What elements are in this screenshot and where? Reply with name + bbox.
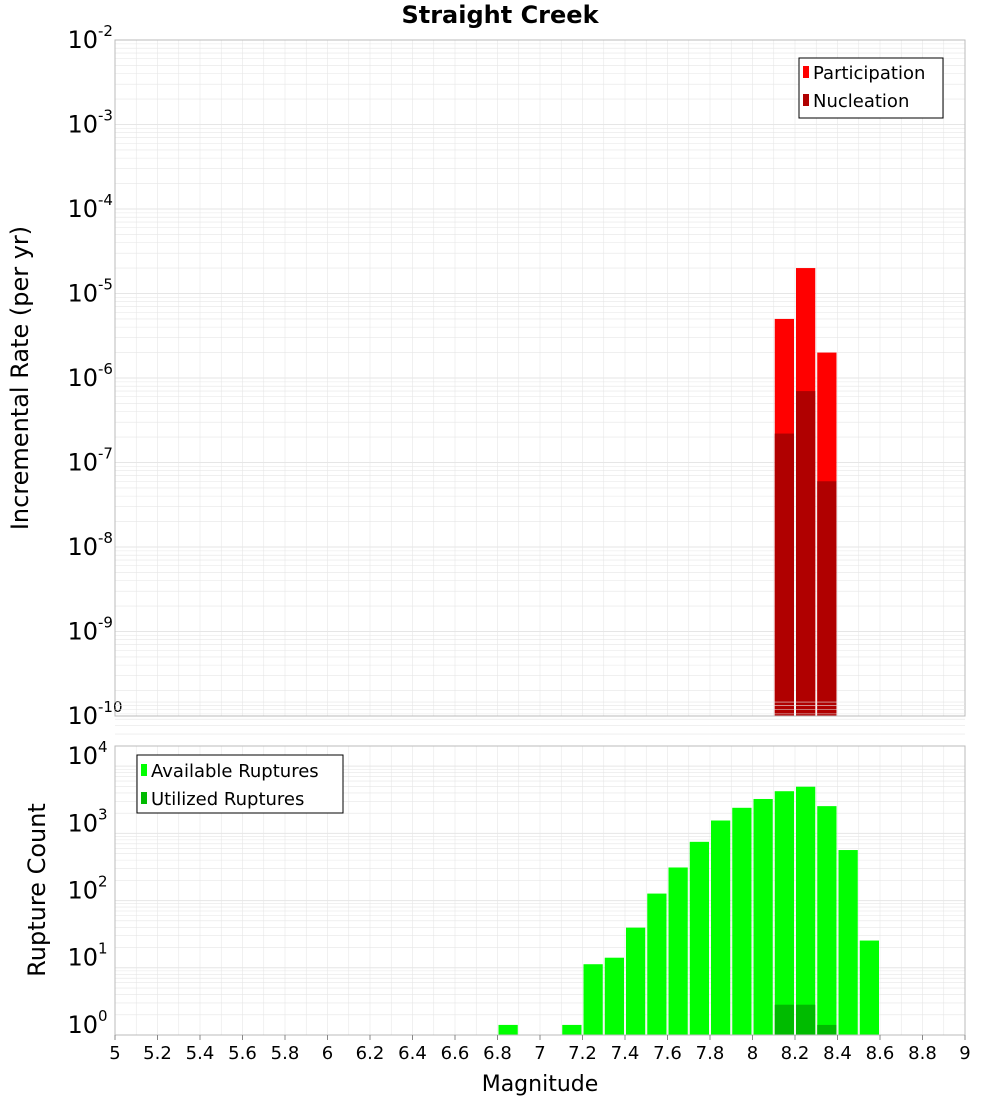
x-tick-label: 8.8 xyxy=(908,1043,937,1064)
available-legend-label: Available Ruptures xyxy=(151,761,319,782)
available-ruptures-bar xyxy=(498,1024,518,1035)
count-y-axis-label: Rupture Count xyxy=(23,803,51,977)
available-ruptures-bar xyxy=(796,786,816,1035)
x-axis-ticks: 5 5.2 5.4 5.6 5.8 6 6.2 6.4 6.6 6.8 7 7.2 7.4 7.6 7.8 8… xyxy=(109,1035,971,1064)
available-ruptures-bar xyxy=(604,957,624,1035)
rate-y-tick-label: 10 xyxy=(67,449,98,477)
rate-y-tick-label: 10 xyxy=(67,280,98,308)
available-legend-swatch xyxy=(141,764,147,776)
rate-y-tick-label: 10 xyxy=(67,618,98,646)
x-tick-label: 5.8 xyxy=(271,1043,300,1064)
available-ruptures-bar xyxy=(732,807,752,1035)
utilized-ruptures-bar xyxy=(796,1004,816,1035)
count-gridlines xyxy=(114,701,966,1036)
count-y-tick-exponent: 3 xyxy=(98,805,108,823)
count-y-tick-label: 10 xyxy=(67,1011,98,1039)
x-tick-label: 5 xyxy=(109,1043,120,1064)
chart-title: Straight Creek xyxy=(401,1,599,29)
nucleation-bar xyxy=(774,433,794,716)
x-tick-label: 6 xyxy=(322,1043,333,1064)
rate-bars xyxy=(774,268,837,716)
nucleation-legend-label: Nucleation xyxy=(813,91,909,112)
x-tick-label: 7.2 xyxy=(568,1043,597,1064)
utilized-ruptures-bar xyxy=(774,1004,794,1035)
available-ruptures-bar xyxy=(583,964,603,1035)
rate-y-tick-exponent: -10 xyxy=(98,698,123,716)
count-bars xyxy=(498,786,879,1035)
x-tick-label: 5.4 xyxy=(186,1043,215,1064)
available-ruptures-bar xyxy=(753,798,773,1035)
participation-legend-label: Participation xyxy=(813,63,925,84)
x-tick-label: 7.6 xyxy=(653,1043,682,1064)
x-tick-label: 8 xyxy=(747,1043,758,1064)
rate-y-tick-label: 10 xyxy=(67,533,98,561)
x-tick-label: 8.6 xyxy=(866,1043,895,1064)
rate-legend: Participation Nucleation xyxy=(798,57,944,119)
count-legend-box xyxy=(136,754,344,814)
x-tick-label: 9 xyxy=(959,1043,970,1064)
rate-y-tick-exponent: -3 xyxy=(98,107,113,125)
rate-y-tick-exponent: -5 xyxy=(98,276,113,294)
x-tick-label: 7.8 xyxy=(696,1043,725,1064)
count-y-tick-label: 10 xyxy=(67,742,98,770)
available-ruptures-bar xyxy=(711,820,731,1035)
x-tick-label: 8.2 xyxy=(781,1043,810,1064)
nucleation-bar xyxy=(796,391,816,716)
x-tick-label: 5.6 xyxy=(228,1043,257,1064)
rate-y-tick-exponent: -8 xyxy=(98,529,113,547)
rate-y-tick-exponent: -6 xyxy=(98,360,113,378)
available-ruptures-bar xyxy=(689,841,709,1035)
x-tick-label: 7.4 xyxy=(611,1043,640,1064)
count-y-tick-exponent: 4 xyxy=(98,738,108,756)
x-tick-label: 6.2 xyxy=(356,1043,385,1064)
utilized-legend-swatch xyxy=(141,792,147,804)
available-ruptures-bar xyxy=(817,806,837,1035)
rate-y-tick-exponent: -9 xyxy=(98,614,113,632)
rate-panel: 10-210-310-410-510-610-710-810-910-10 In… xyxy=(6,22,966,730)
rate-y-tick-exponent: -7 xyxy=(98,445,113,463)
nucleation-legend-swatch xyxy=(803,94,809,106)
rate-y-tick-label: 10 xyxy=(67,364,98,392)
x-tick-label: 8.4 xyxy=(823,1043,852,1064)
available-ruptures-bar xyxy=(774,791,794,1035)
count-y-tick-exponent: 0 xyxy=(98,1007,108,1025)
rate-y-tick-label: 10 xyxy=(67,111,98,139)
rate-y-tick-label: 10 xyxy=(67,195,98,223)
available-ruptures-bar xyxy=(838,850,858,1035)
participation-legend-swatch xyxy=(803,66,809,78)
utilized-ruptures-bar xyxy=(817,1024,837,1035)
available-ruptures-bar xyxy=(562,1024,582,1035)
rate-y-tick-exponent: -2 xyxy=(98,22,113,40)
rate-legend-box xyxy=(798,57,944,119)
count-y-tick-label: 10 xyxy=(67,877,98,905)
available-ruptures-bar xyxy=(859,940,879,1035)
x-tick-label: 7 xyxy=(534,1043,545,1064)
x-axis-label: Magnitude xyxy=(482,1072,599,1097)
x-tick-label: 6.6 xyxy=(441,1043,470,1064)
rate-y-ticks: 10-210-310-410-510-610-710-810-910-10 xyxy=(67,22,122,730)
rate-gridlines xyxy=(114,40,966,717)
rate-y-axis-label: Incremental Rate (per yr) xyxy=(6,226,34,530)
available-ruptures-bar xyxy=(626,927,646,1035)
count-y-tick-label: 10 xyxy=(67,944,98,972)
rate-y-tick-exponent: -4 xyxy=(98,191,113,209)
count-y-tick-label: 10 xyxy=(67,809,98,837)
nucleation-bar xyxy=(817,481,837,716)
count-y-tick-exponent: 1 xyxy=(98,940,108,958)
available-ruptures-bar xyxy=(647,893,667,1035)
utilized-legend-label: Utilized Ruptures xyxy=(151,789,304,810)
rate-y-tick-label: 10 xyxy=(67,26,98,54)
count-y-tick-exponent: 2 xyxy=(98,873,108,891)
x-tick-label: 6.8 xyxy=(483,1043,512,1064)
rate-plot-frame xyxy=(114,39,966,717)
x-tick-label: 5.2 xyxy=(143,1043,172,1064)
count-legend: Available Ruptures Utilized Ruptures xyxy=(136,754,344,814)
available-ruptures-bar xyxy=(668,867,688,1035)
x-tick-label: 6.4 xyxy=(398,1043,427,1064)
rate-y-tick-label: 10 xyxy=(67,702,98,730)
